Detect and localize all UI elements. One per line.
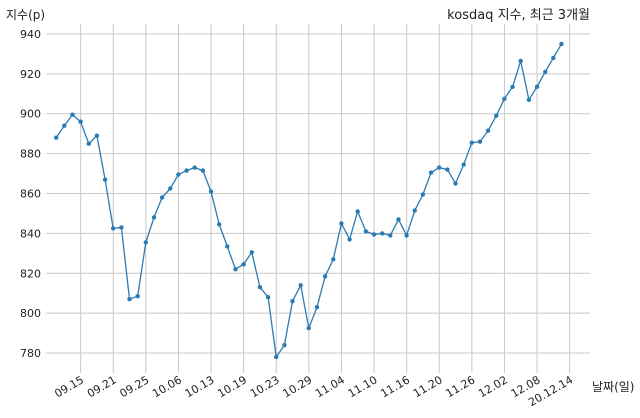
grid xyxy=(46,24,590,373)
data-point xyxy=(298,283,303,288)
data-point xyxy=(274,354,279,360)
data-point xyxy=(437,165,442,170)
x-axis-label: 날짜(일) xyxy=(592,380,634,394)
y-tick-label: 800 xyxy=(20,307,41,320)
x-tick-label: 10.23 xyxy=(248,373,282,400)
x-tick-label: 12.02 xyxy=(476,373,510,400)
data-point xyxy=(314,305,320,310)
data-point xyxy=(559,41,564,47)
data-point xyxy=(70,112,75,117)
x-tick-label: 10.13 xyxy=(183,373,217,400)
x-tick-label: 11.10 xyxy=(346,373,380,400)
data-point xyxy=(363,229,369,234)
x-tick-label: 09.15 xyxy=(52,373,86,400)
data-point xyxy=(453,181,458,186)
x-tick-label: 11.26 xyxy=(444,373,478,400)
data-point xyxy=(445,167,450,172)
data-point xyxy=(461,162,466,167)
x-axis-ticks: 09.1509.2109.2510.0610.1310.1910.2310.29… xyxy=(52,373,575,409)
data-point xyxy=(534,84,540,90)
data-point xyxy=(119,225,124,230)
y-tick-label: 780 xyxy=(20,347,41,360)
data-point xyxy=(184,168,189,173)
y-tick-label: 860 xyxy=(20,188,41,201)
data-point xyxy=(322,274,328,279)
data-point xyxy=(477,139,483,144)
data-point xyxy=(355,209,360,214)
data-point xyxy=(388,233,393,238)
data-point xyxy=(485,128,491,133)
data-point xyxy=(135,294,140,299)
data-point xyxy=(208,189,214,194)
x-tick-label: 09.21 xyxy=(85,373,119,400)
y-tick-label: 920 xyxy=(20,68,41,81)
data-point xyxy=(94,133,100,138)
data-point xyxy=(225,244,230,249)
y-tick-label: 820 xyxy=(20,267,41,280)
y-axis-label: 지수(p) xyxy=(6,8,45,22)
data-point xyxy=(518,58,523,64)
x-tick-label: 09.25 xyxy=(118,373,152,400)
data-point xyxy=(217,222,222,227)
data-point xyxy=(127,297,132,302)
data-point xyxy=(111,226,116,231)
data-point xyxy=(551,55,556,61)
data-point xyxy=(396,217,401,222)
data-point xyxy=(371,232,377,237)
data-point xyxy=(176,172,181,177)
x-tick-label: 11.04 xyxy=(313,373,347,400)
y-axis-ticks: 780 800 820 840 860 880 900 920 940 xyxy=(20,28,41,360)
data-point xyxy=(102,177,108,182)
data-point xyxy=(331,257,336,262)
y-tick-label: 880 xyxy=(20,148,41,161)
data-point xyxy=(62,123,67,128)
data-point xyxy=(257,285,263,290)
data-point xyxy=(54,135,59,140)
data-point xyxy=(233,267,238,272)
data-point xyxy=(168,186,173,191)
data-point xyxy=(526,97,532,103)
data-point xyxy=(502,96,507,102)
data-point xyxy=(469,140,474,145)
data-point xyxy=(380,231,385,236)
data-point xyxy=(494,113,499,118)
data-point xyxy=(143,240,148,245)
data-point xyxy=(151,215,157,220)
data-point xyxy=(282,342,287,348)
chart-title: kosdaq 지수, 최근 3개월 xyxy=(447,8,590,23)
data-point xyxy=(412,208,417,213)
data-point xyxy=(86,141,92,146)
x-tick-label: 10.19 xyxy=(215,373,249,400)
data-point xyxy=(265,295,271,300)
series-kosdaq xyxy=(54,41,564,360)
data-point xyxy=(420,192,426,197)
y-tick-label: 900 xyxy=(20,108,41,121)
data-point xyxy=(543,69,548,75)
data-point xyxy=(347,237,352,242)
x-tick-label: 11.16 xyxy=(378,373,412,400)
x-tick-label: 10.29 xyxy=(281,373,315,400)
data-point xyxy=(78,119,83,124)
data-point xyxy=(510,84,515,90)
x-tick-label: 10.06 xyxy=(150,373,184,400)
data-point xyxy=(428,170,434,175)
data-point xyxy=(404,233,409,238)
data-point xyxy=(192,165,197,170)
data-point xyxy=(249,250,254,255)
data-point xyxy=(339,221,344,226)
y-tick-label: 940 xyxy=(20,28,41,41)
data-point xyxy=(241,262,246,267)
data-point xyxy=(200,168,206,173)
x-tick-label: 11.20 xyxy=(411,373,445,400)
data-point xyxy=(306,325,311,331)
y-tick-label: 840 xyxy=(20,227,41,240)
data-point xyxy=(290,299,295,304)
data-point xyxy=(159,195,165,200)
